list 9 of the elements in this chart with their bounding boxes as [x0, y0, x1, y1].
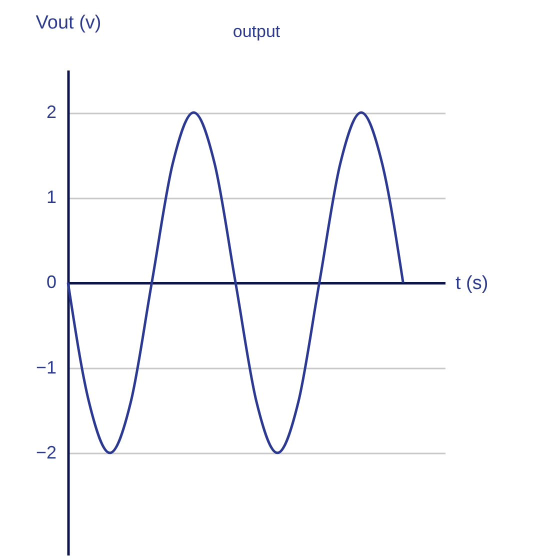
y-axis-title: Vout (v)	[36, 12, 102, 34]
line-series	[66, 111, 404, 454]
y-tick-label: 2	[46, 102, 56, 122]
y-tick-label: −1	[36, 357, 56, 378]
y-tick-label: 0	[46, 272, 56, 292]
x-axis-title: t (s)	[456, 273, 488, 294]
chart-title: output	[232, 22, 280, 41]
y-tick-label: 1	[46, 187, 56, 208]
y-tick-label: −2	[36, 442, 56, 462]
